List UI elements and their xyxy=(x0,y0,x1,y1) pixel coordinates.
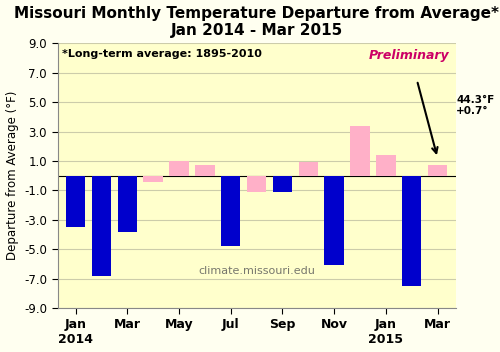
Bar xyxy=(92,176,111,276)
Bar xyxy=(402,176,421,286)
Bar xyxy=(376,155,396,176)
Bar xyxy=(144,176,163,182)
Bar xyxy=(298,162,318,176)
Bar xyxy=(324,176,344,265)
Bar xyxy=(428,165,448,176)
Bar xyxy=(350,126,370,176)
Y-axis label: Departure from Average (°F): Departure from Average (°F) xyxy=(6,91,18,260)
Bar xyxy=(66,176,86,227)
Bar xyxy=(118,176,137,232)
Bar xyxy=(273,176,292,192)
Bar xyxy=(221,176,240,246)
Title: Missouri Monthly Temperature Departure from Average*
Jan 2014 - Mar 2015: Missouri Monthly Temperature Departure f… xyxy=(14,6,499,38)
Bar xyxy=(170,161,188,176)
Text: climate.missouri.edu: climate.missouri.edu xyxy=(198,266,315,276)
Text: 44.3°F
+0.7°: 44.3°F +0.7° xyxy=(456,95,494,117)
Bar xyxy=(247,176,266,192)
Text: *Long-term average: 1895-2010: *Long-term average: 1895-2010 xyxy=(62,49,262,58)
Text: Preliminary: Preliminary xyxy=(369,49,450,62)
Bar xyxy=(195,165,214,176)
